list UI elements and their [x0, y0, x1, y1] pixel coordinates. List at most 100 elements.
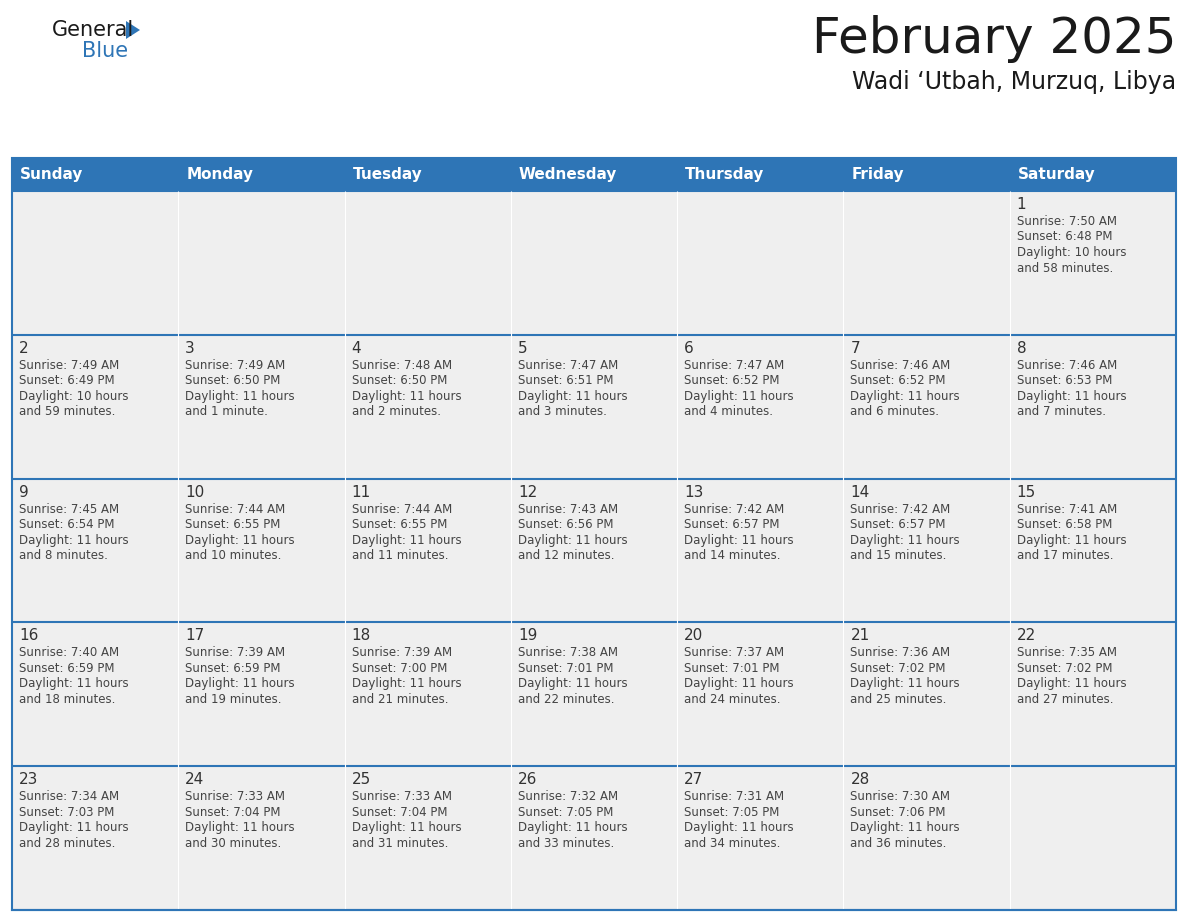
Text: 9: 9 — [19, 485, 29, 499]
Text: Sunrise: 7:45 AM: Sunrise: 7:45 AM — [19, 502, 119, 516]
Text: Sunset: 6:56 PM: Sunset: 6:56 PM — [518, 518, 613, 532]
Text: Thursday: Thursday — [685, 167, 765, 182]
Text: and 28 minutes.: and 28 minutes. — [19, 836, 115, 850]
Text: 13: 13 — [684, 485, 703, 499]
Text: Sunset: 6:55 PM: Sunset: 6:55 PM — [185, 518, 280, 532]
Text: Sunset: 7:02 PM: Sunset: 7:02 PM — [1017, 662, 1112, 675]
Text: Sunrise: 7:40 AM: Sunrise: 7:40 AM — [19, 646, 119, 659]
Text: Sunset: 6:52 PM: Sunset: 6:52 PM — [851, 375, 946, 387]
Text: Sunset: 7:00 PM: Sunset: 7:00 PM — [352, 662, 447, 675]
Text: Daylight: 11 hours: Daylight: 11 hours — [518, 822, 627, 834]
Text: Sunrise: 7:36 AM: Sunrise: 7:36 AM — [851, 646, 950, 659]
Bar — [12, 622, 178, 767]
Text: Daylight: 11 hours: Daylight: 11 hours — [851, 533, 960, 546]
Text: Daylight: 10 hours: Daylight: 10 hours — [19, 390, 128, 403]
Text: Wadi ‘Utbah, Murzuq, Libya: Wadi ‘Utbah, Murzuq, Libya — [852, 70, 1176, 94]
Text: Sunrise: 7:34 AM: Sunrise: 7:34 AM — [19, 790, 119, 803]
Text: Sunset: 6:52 PM: Sunset: 6:52 PM — [684, 375, 779, 387]
Bar — [345, 767, 511, 910]
Text: and 36 minutes.: and 36 minutes. — [851, 836, 947, 850]
Bar — [178, 767, 345, 910]
Text: 18: 18 — [352, 629, 371, 644]
Text: Sunrise: 7:37 AM: Sunrise: 7:37 AM — [684, 646, 784, 659]
Bar — [511, 158, 677, 191]
Text: Daylight: 11 hours: Daylight: 11 hours — [1017, 677, 1126, 690]
Bar — [178, 191, 345, 335]
Text: Sunset: 6:48 PM: Sunset: 6:48 PM — [1017, 230, 1112, 243]
Text: Daylight: 11 hours: Daylight: 11 hours — [684, 390, 794, 403]
Text: Sunset: 6:59 PM: Sunset: 6:59 PM — [185, 662, 280, 675]
Text: Daylight: 11 hours: Daylight: 11 hours — [851, 822, 960, 834]
Text: 16: 16 — [19, 629, 38, 644]
Bar — [345, 191, 511, 335]
Text: Daylight: 11 hours: Daylight: 11 hours — [185, 533, 295, 546]
Text: Sunrise: 7:33 AM: Sunrise: 7:33 AM — [185, 790, 285, 803]
Text: and 8 minutes.: and 8 minutes. — [19, 549, 108, 562]
Text: Sunrise: 7:39 AM: Sunrise: 7:39 AM — [185, 646, 285, 659]
Text: 10: 10 — [185, 485, 204, 499]
Text: and 30 minutes.: and 30 minutes. — [185, 836, 282, 850]
Text: Sunrise: 7:42 AM: Sunrise: 7:42 AM — [684, 502, 784, 516]
Bar — [345, 622, 511, 767]
Text: Sunset: 7:05 PM: Sunset: 7:05 PM — [684, 806, 779, 819]
Text: 22: 22 — [1017, 629, 1036, 644]
Text: 7: 7 — [851, 341, 860, 356]
Text: Monday: Monday — [187, 167, 253, 182]
Text: Daylight: 11 hours: Daylight: 11 hours — [185, 822, 295, 834]
Text: Sunset: 6:50 PM: Sunset: 6:50 PM — [352, 375, 447, 387]
Text: 8: 8 — [1017, 341, 1026, 356]
Text: Sunset: 6:58 PM: Sunset: 6:58 PM — [1017, 518, 1112, 532]
Text: 4: 4 — [352, 341, 361, 356]
Text: and 22 minutes.: and 22 minutes. — [518, 693, 614, 706]
Text: 25: 25 — [352, 772, 371, 788]
Bar — [12, 191, 178, 335]
Text: and 15 minutes.: and 15 minutes. — [851, 549, 947, 562]
Text: and 19 minutes.: and 19 minutes. — [185, 693, 282, 706]
Text: and 4 minutes.: and 4 minutes. — [684, 406, 773, 419]
Text: and 24 minutes.: and 24 minutes. — [684, 693, 781, 706]
Text: Sunrise: 7:48 AM: Sunrise: 7:48 AM — [352, 359, 451, 372]
Bar — [1010, 478, 1176, 622]
Text: 1: 1 — [1017, 197, 1026, 212]
Text: Sunrise: 7:38 AM: Sunrise: 7:38 AM — [518, 646, 618, 659]
Text: 28: 28 — [851, 772, 870, 788]
Bar — [843, 191, 1010, 335]
Bar — [511, 478, 677, 622]
Bar — [677, 767, 843, 910]
Text: Daylight: 11 hours: Daylight: 11 hours — [684, 677, 794, 690]
Bar — [178, 478, 345, 622]
Text: Daylight: 11 hours: Daylight: 11 hours — [518, 533, 627, 546]
Polygon shape — [126, 21, 140, 39]
Text: Daylight: 11 hours: Daylight: 11 hours — [185, 390, 295, 403]
Bar — [843, 158, 1010, 191]
Text: Daylight: 11 hours: Daylight: 11 hours — [518, 390, 627, 403]
Text: and 14 minutes.: and 14 minutes. — [684, 549, 781, 562]
Bar — [1010, 191, 1176, 335]
Text: 15: 15 — [1017, 485, 1036, 499]
Text: Sunset: 7:02 PM: Sunset: 7:02 PM — [851, 662, 946, 675]
Text: Sunrise: 7:35 AM: Sunrise: 7:35 AM — [1017, 646, 1117, 659]
Text: Sunset: 7:04 PM: Sunset: 7:04 PM — [352, 806, 447, 819]
Text: Daylight: 11 hours: Daylight: 11 hours — [352, 390, 461, 403]
Text: and 34 minutes.: and 34 minutes. — [684, 836, 781, 850]
Bar — [345, 478, 511, 622]
Text: Sunset: 7:01 PM: Sunset: 7:01 PM — [684, 662, 779, 675]
Text: Sunrise: 7:47 AM: Sunrise: 7:47 AM — [684, 359, 784, 372]
Text: and 2 minutes.: and 2 minutes. — [352, 406, 441, 419]
Text: Daylight: 11 hours: Daylight: 11 hours — [851, 390, 960, 403]
Text: Sunset: 6:54 PM: Sunset: 6:54 PM — [19, 518, 114, 532]
Text: 6: 6 — [684, 341, 694, 356]
Text: 21: 21 — [851, 629, 870, 644]
Text: Friday: Friday — [852, 167, 904, 182]
Text: Sunset: 6:57 PM: Sunset: 6:57 PM — [684, 518, 779, 532]
Text: Daylight: 11 hours: Daylight: 11 hours — [19, 533, 128, 546]
Text: and 59 minutes.: and 59 minutes. — [19, 406, 115, 419]
Text: Sunset: 6:59 PM: Sunset: 6:59 PM — [19, 662, 114, 675]
Text: 19: 19 — [518, 629, 537, 644]
Text: 20: 20 — [684, 629, 703, 644]
Text: Blue: Blue — [82, 41, 128, 61]
Text: Daylight: 11 hours: Daylight: 11 hours — [1017, 533, 1126, 546]
Text: and 33 minutes.: and 33 minutes. — [518, 836, 614, 850]
Text: 24: 24 — [185, 772, 204, 788]
Text: 27: 27 — [684, 772, 703, 788]
